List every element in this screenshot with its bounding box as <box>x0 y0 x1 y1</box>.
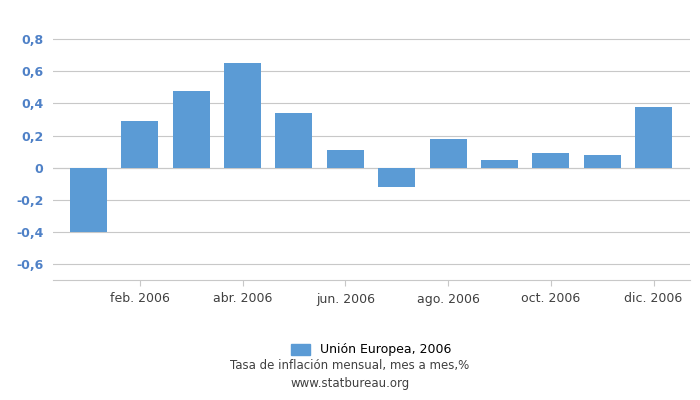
Bar <box>276 113 312 168</box>
Bar <box>532 153 569 168</box>
Bar <box>584 155 621 168</box>
Bar <box>224 63 261 168</box>
Text: Tasa de inflación mensual, mes a mes,%: Tasa de inflación mensual, mes a mes,% <box>230 360 470 372</box>
Bar <box>327 150 364 168</box>
Text: www.statbureau.org: www.statbureau.org <box>290 378 410 390</box>
Bar <box>121 121 158 168</box>
Bar <box>378 168 415 187</box>
Bar <box>70 168 107 232</box>
Bar <box>635 107 672 168</box>
Bar <box>430 139 467 168</box>
Bar <box>173 91 210 168</box>
Bar <box>481 160 518 168</box>
Legend: Unión Europea, 2006: Unión Europea, 2006 <box>291 344 451 356</box>
